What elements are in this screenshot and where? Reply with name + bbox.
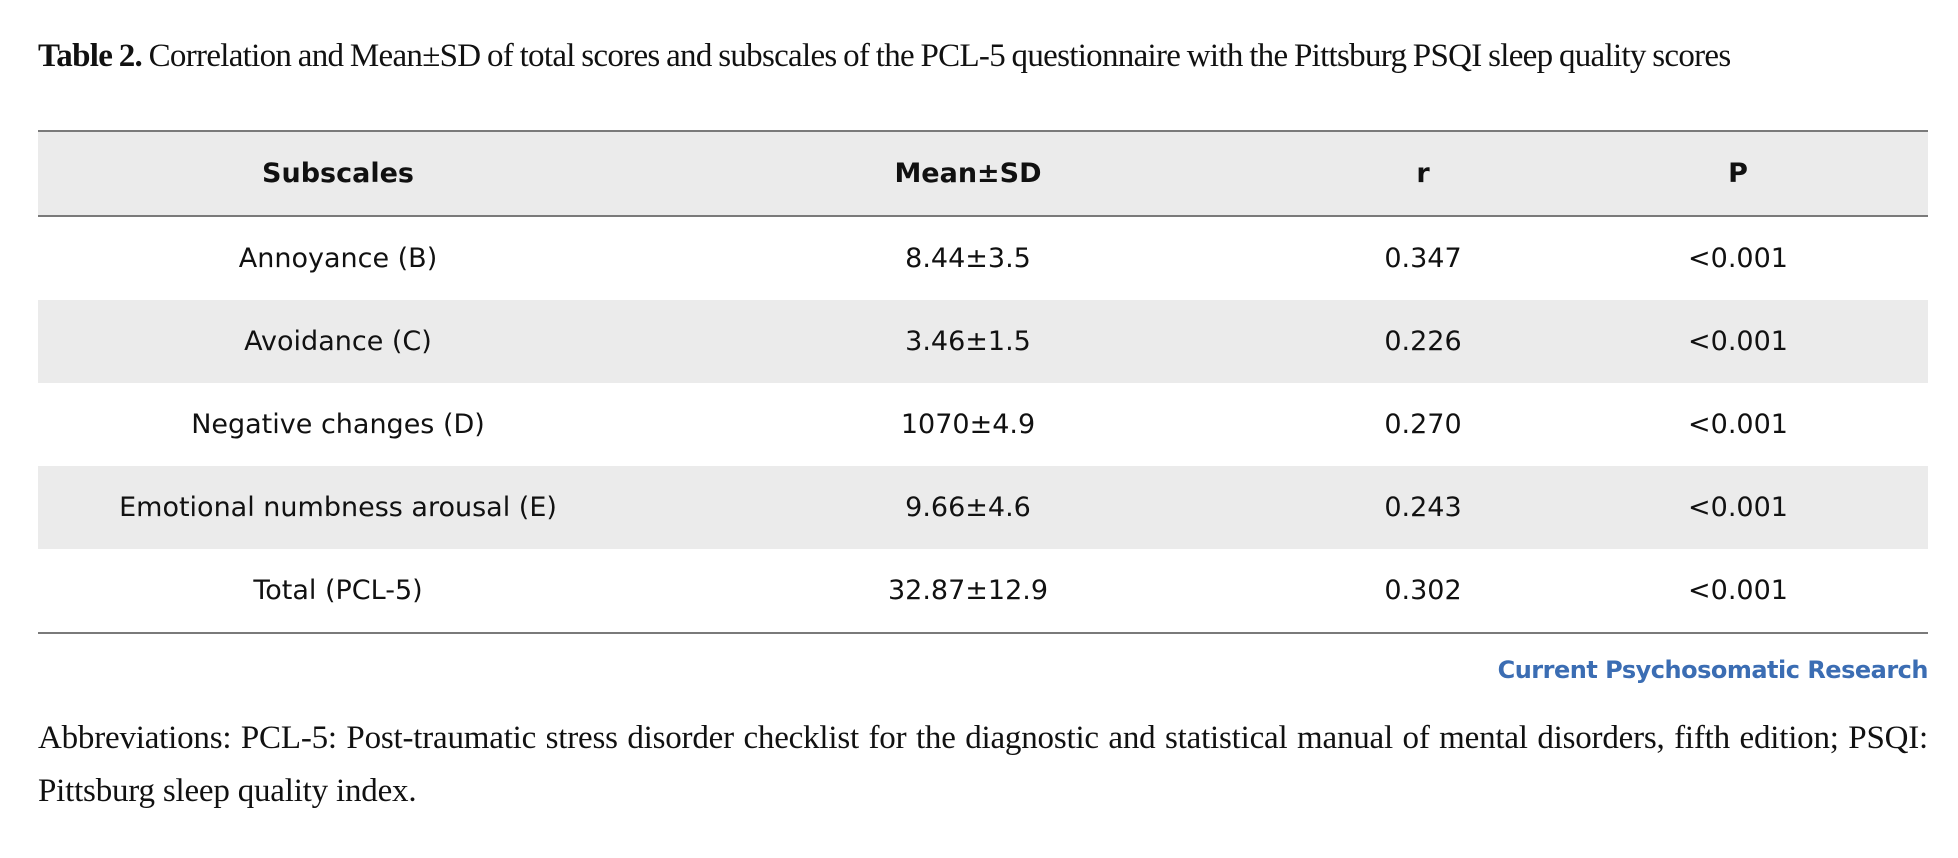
cell-r: 0.226 [1384, 326, 1462, 357]
cell-r: 0.243 [1384, 492, 1462, 523]
cell-r: 0.302 [1298, 549, 1548, 634]
table-caption-label: Table 2. [38, 38, 143, 74]
table-row: Negative changes (D) 1070±4.9 0.270 <0.0… [38, 383, 1928, 466]
cell-subscale: Emotional numbness arousal (E) [119, 492, 557, 523]
table-caption-text: Correlation and Mean±SD of total scores … [148, 38, 1732, 74]
table-header-row: Subscales Mean±SD r P [38, 130, 1928, 217]
table-row: Total (PCL-5) 32.87±12.9 0.302 <0.001 [38, 549, 1928, 634]
cell-mean-sd: 9.66±4.6 [905, 492, 1031, 523]
cell-p: <0.001 [1548, 549, 1928, 634]
cell-mean-sd: 8.44±3.5 [905, 243, 1031, 274]
cell-mean-sd: 1070±4.9 [900, 409, 1036, 440]
table-row: Annoyance (B) 8.44±3.5 0.347 <0.001 [38, 216, 1928, 300]
cell-mean-sd: 32.87±12.9 [638, 549, 1298, 634]
data-table: Subscales Mean±SD r P Annoyance (B) 8.44… [38, 130, 1928, 634]
cell-p: <0.001 [1688, 492, 1788, 523]
header-mean-sd: Mean±SD [638, 130, 1298, 217]
header-subscales: Subscales [38, 130, 638, 217]
cell-subscale: Negative changes (D) [191, 409, 485, 440]
header-r: r [1298, 130, 1548, 217]
table-row: Emotional numbness arousal (E) 9.66±4.6 … [38, 466, 1928, 549]
cell-mean-sd: 3.46±1.5 [905, 326, 1031, 357]
publisher-logo: Current Psychosomatic Research [1497, 656, 1929, 684]
cell-r: 0.270 [1384, 409, 1462, 440]
table-caption: Table 2. Correlation and Mean±SD of tota… [38, 38, 1928, 75]
cell-subscale: Avoidance (C) [244, 326, 432, 357]
cell-r: 0.347 [1384, 243, 1462, 274]
cell-subscale: Total (PCL-5) [38, 549, 638, 634]
abbreviations-footnote: Abbreviations: PCL-5: Post-traumatic str… [38, 720, 1928, 809]
cell-subscale: Annoyance (B) [238, 243, 438, 274]
table-row: Avoidance (C) 3.46±1.5 0.226 <0.001 [38, 300, 1928, 383]
cell-p: <0.001 [1688, 326, 1788, 357]
cell-p: <0.001 [1688, 243, 1788, 274]
cell-p: <0.001 [1688, 409, 1788, 440]
header-p: P [1548, 130, 1928, 217]
